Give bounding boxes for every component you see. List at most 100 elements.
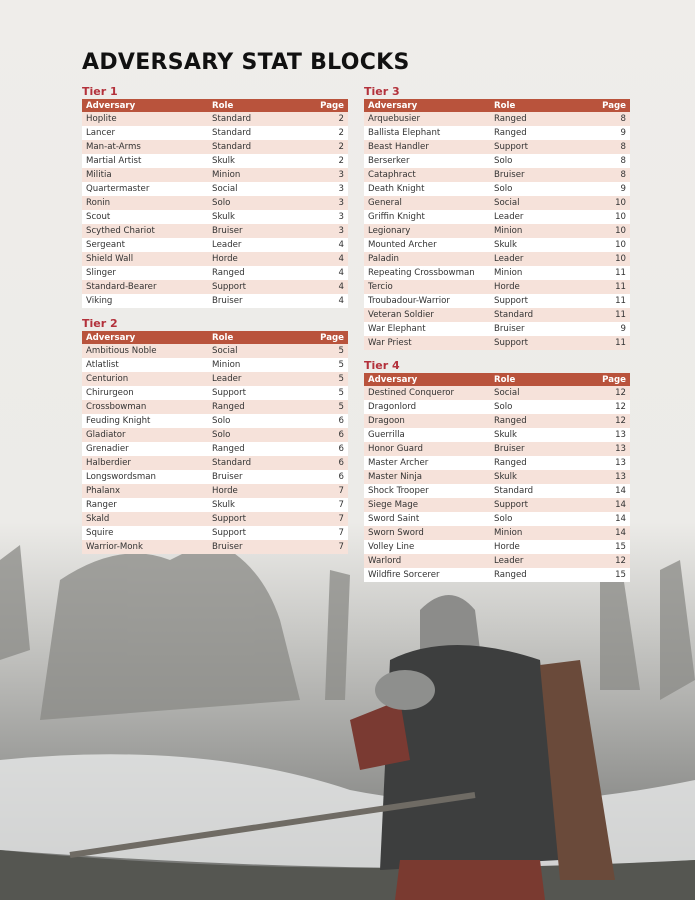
role: Support xyxy=(208,386,300,400)
page-number: 8 xyxy=(582,140,630,154)
table-row: Viking Bruiser 4 xyxy=(82,294,348,308)
table-row: Halberdier Standard 6 xyxy=(82,456,348,470)
table-header: Adversary Role Page xyxy=(82,331,348,344)
table-row: Martial Artist Skulk 2 xyxy=(82,154,348,168)
adversary-table: Adversary Role Page Hoplite Standard 2 Lancer S… xyxy=(82,99,348,308)
table-header: Adversary Role Page xyxy=(364,373,630,386)
adversary-name: Shield Wall xyxy=(82,252,208,266)
page-number: 9 xyxy=(582,126,630,140)
page-number: 15 xyxy=(582,568,630,582)
table-row: Wildfire Sorcerer Ranged 15 xyxy=(364,568,630,582)
table-row: Lancer Standard 2 xyxy=(82,126,348,140)
page-number: 11 xyxy=(582,308,630,322)
page-number: 4 xyxy=(300,266,348,280)
role: Solo xyxy=(208,414,300,428)
role: Solo xyxy=(490,512,582,526)
table-row: Destined Conqueror Social 12 xyxy=(364,386,630,400)
adversary-name: Ranger xyxy=(82,498,208,512)
adversary-table: Adversary Role Page Destined Conqueror Socia… xyxy=(364,373,630,582)
page-number: 7 xyxy=(300,484,348,498)
role: Support xyxy=(490,336,582,350)
role: Solo xyxy=(490,154,582,168)
page-number: 6 xyxy=(300,442,348,456)
table-row: Gladiator Solo 6 xyxy=(82,428,348,442)
table-row: Scythed Chariot Bruiser 3 xyxy=(82,224,348,238)
table-row: General Social 10 xyxy=(364,196,630,210)
adversary-name: Veteran Soldier xyxy=(364,308,490,322)
adversary-name: Sergeant xyxy=(82,238,208,252)
page-number: 13 xyxy=(582,456,630,470)
role: Solo xyxy=(490,182,582,196)
table-row: Dragoon Ranged 12 xyxy=(364,414,630,428)
tier-label: Tier 2 xyxy=(82,317,118,330)
page-number: 7 xyxy=(300,498,348,512)
role: Ranged xyxy=(490,568,582,582)
page-number: 2 xyxy=(300,140,348,154)
role: Support xyxy=(490,498,582,512)
adversary-name: Lancer xyxy=(82,126,208,140)
adversary-name: Phalanx xyxy=(82,484,208,498)
page-number: 7 xyxy=(300,526,348,540)
tier-2-section: Tier 2 Adversary Role Page Ambitious Noble So… xyxy=(82,317,348,554)
role: Minion xyxy=(208,168,300,182)
adversary-name: Grenadier xyxy=(82,442,208,456)
table-row: Sworn Sword Minion 14 xyxy=(364,526,630,540)
tier-4-section: Tier 4 Adversary Role Page Destined Conquero… xyxy=(364,359,630,582)
column-header: Page xyxy=(582,373,630,386)
page-number: 4 xyxy=(300,280,348,294)
page-number: 13 xyxy=(582,442,630,456)
adversary-name: Atlatlist xyxy=(82,358,208,372)
role: Skulk xyxy=(490,428,582,442)
table-row: Beast Handler Support 8 xyxy=(364,140,630,154)
table-row: Honor Guard Bruiser 13 xyxy=(364,442,630,456)
page-number: 12 xyxy=(582,386,630,400)
table-row: Tercio Horde 11 xyxy=(364,280,630,294)
adversary-name: Master Ninja xyxy=(364,470,490,484)
adversary-name: Repeating Crossbowman xyxy=(364,266,490,280)
page-number: 10 xyxy=(582,210,630,224)
page-number: 5 xyxy=(300,386,348,400)
adversary-name: Hoplite xyxy=(82,112,208,126)
adversary-name: Man-at-Arms xyxy=(82,140,208,154)
role: Ranged xyxy=(490,112,582,126)
table-row: Guerrilla Skulk 13 xyxy=(364,428,630,442)
table-row: War Priest Support 11 xyxy=(364,336,630,350)
page-number: 8 xyxy=(582,112,630,126)
tier-1-section: Tier 1 Adversary Role Page Hoplite Standard 2 L… xyxy=(82,85,348,308)
page-number: 13 xyxy=(582,470,630,484)
table-row: Scout Skulk 3 xyxy=(82,210,348,224)
page-number: 7 xyxy=(300,540,348,554)
table-row: Siege Mage Support 14 xyxy=(364,498,630,512)
page-number: 3 xyxy=(300,182,348,196)
role: Ranged xyxy=(208,400,300,414)
page-number: 3 xyxy=(300,224,348,238)
adversary-name: Sword Saint xyxy=(364,512,490,526)
adversary-name: Mounted Archer xyxy=(364,238,490,252)
table-row: Man-at-Arms Standard 2 xyxy=(82,140,348,154)
table-row: Hoplite Standard 2 xyxy=(82,112,348,126)
table-row: Volley Line Horde 15 xyxy=(364,540,630,554)
role: Skulk xyxy=(208,154,300,168)
tier-label: Tier 1 xyxy=(82,85,118,98)
table-row: Paladin Leader 10 xyxy=(364,252,630,266)
adversary-name: Quartermaster xyxy=(82,182,208,196)
column-header: Role xyxy=(490,99,582,112)
adversary-name: Warlord xyxy=(364,554,490,568)
table-row: Shield Wall Horde 4 xyxy=(82,252,348,266)
role: Bruiser xyxy=(490,322,582,336)
role: Leader xyxy=(490,252,582,266)
role: Minion xyxy=(208,358,300,372)
adversary-name: Viking xyxy=(82,294,208,308)
knight-figure xyxy=(69,595,615,900)
adversary-name: Ronin xyxy=(82,196,208,210)
table-row: Sword Saint Solo 14 xyxy=(364,512,630,526)
table-row: Grenadier Ranged 6 xyxy=(82,442,348,456)
role: Bruiser xyxy=(208,470,300,484)
role: Minion xyxy=(490,224,582,238)
adversary-name: Volley Line xyxy=(364,540,490,554)
page-number: 10 xyxy=(582,224,630,238)
table-row: Mounted Archer Skulk 10 xyxy=(364,238,630,252)
adversary-name: Tercio xyxy=(364,280,490,294)
page-number: 2 xyxy=(300,112,348,126)
adversary-name: Martial Artist xyxy=(82,154,208,168)
